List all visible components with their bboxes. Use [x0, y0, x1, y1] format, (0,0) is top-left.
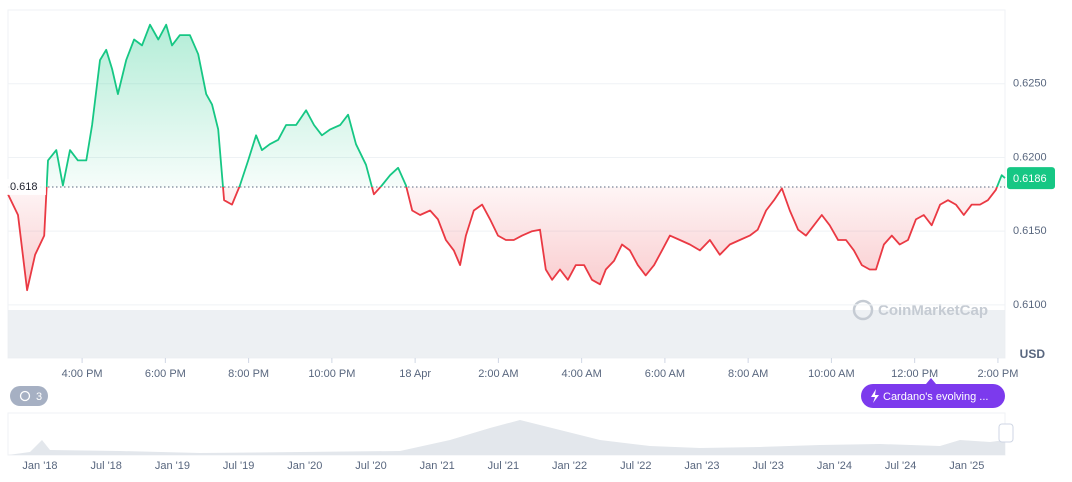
navigator-label: Jan '22	[552, 460, 587, 472]
news-icon	[871, 389, 879, 403]
badge-count: 3	[36, 391, 42, 403]
baseline-label: 0.618	[10, 181, 38, 193]
y-tick-label: 0.6200	[1013, 151, 1047, 163]
navigator-label: Jan '24	[817, 460, 852, 472]
volume-area	[8, 310, 1005, 358]
navigator-label: Jul '24	[885, 460, 916, 472]
navigator-label: Jul '19	[223, 460, 254, 472]
x-tick-label: 10:00 PM	[308, 368, 355, 380]
x-tick-label: 4:00 PM	[62, 368, 103, 380]
news-pill-text: Cardano's evolving ...	[883, 391, 988, 403]
x-tick-label: 12:00 PM	[891, 368, 938, 380]
navigator-handle[interactable]	[998, 423, 1014, 443]
x-tick-label: 18 Apr	[399, 368, 431, 380]
price-line	[7, 23, 1006, 292]
navigator-label: Jan '18	[22, 460, 57, 472]
x-tick-label: 8:00 AM	[728, 368, 768, 380]
news-pill-pointer	[926, 378, 936, 384]
navigator-label: Jul '20	[355, 460, 386, 472]
watermark: CoinMarketCap	[852, 299, 988, 321]
x-tick-label: 8:00 PM	[228, 368, 269, 380]
navigator-label: Jan '23	[684, 460, 719, 472]
x-tick-label: 4:00 AM	[561, 368, 601, 380]
current-price-tag	[1007, 167, 1055, 190]
y-tick-label: 0.6250	[1013, 78, 1047, 90]
watermark-text: CoinMarketCap	[878, 302, 988, 319]
x-tick-label: 10:00 AM	[808, 368, 854, 380]
navigator-label: Jan '20	[287, 460, 322, 472]
x-tick-label: 6:00 AM	[645, 368, 685, 380]
x-tick-label: 6:00 PM	[145, 368, 186, 380]
unit-label: USD	[1020, 347, 1046, 361]
baseline-label-bg	[0, 178, 46, 195]
x-tick-label: 2:00 PM	[977, 368, 1018, 380]
navigator-label: Jul '22	[620, 460, 651, 472]
navigator-area	[8, 420, 1005, 455]
badge-icon	[19, 390, 31, 402]
navigator-label: Jan '21	[420, 460, 455, 472]
y-tick-label: 0.6100	[1013, 299, 1047, 311]
news-pill[interactable]	[861, 384, 1005, 408]
navigator-label: Jan '25	[949, 460, 984, 472]
navigator-label: Jul '18	[90, 460, 121, 472]
navigator-label: Jul '23	[752, 460, 783, 472]
navigator-label: Jan '19	[155, 460, 190, 472]
y-tick-label: 0.6150	[1013, 225, 1047, 237]
current-price-label: 0.6186	[1013, 173, 1047, 185]
x-tick-label: 2:00 AM	[478, 368, 518, 380]
price-area	[8, 24, 1005, 291]
navigator-label: Jul '21	[488, 460, 519, 472]
